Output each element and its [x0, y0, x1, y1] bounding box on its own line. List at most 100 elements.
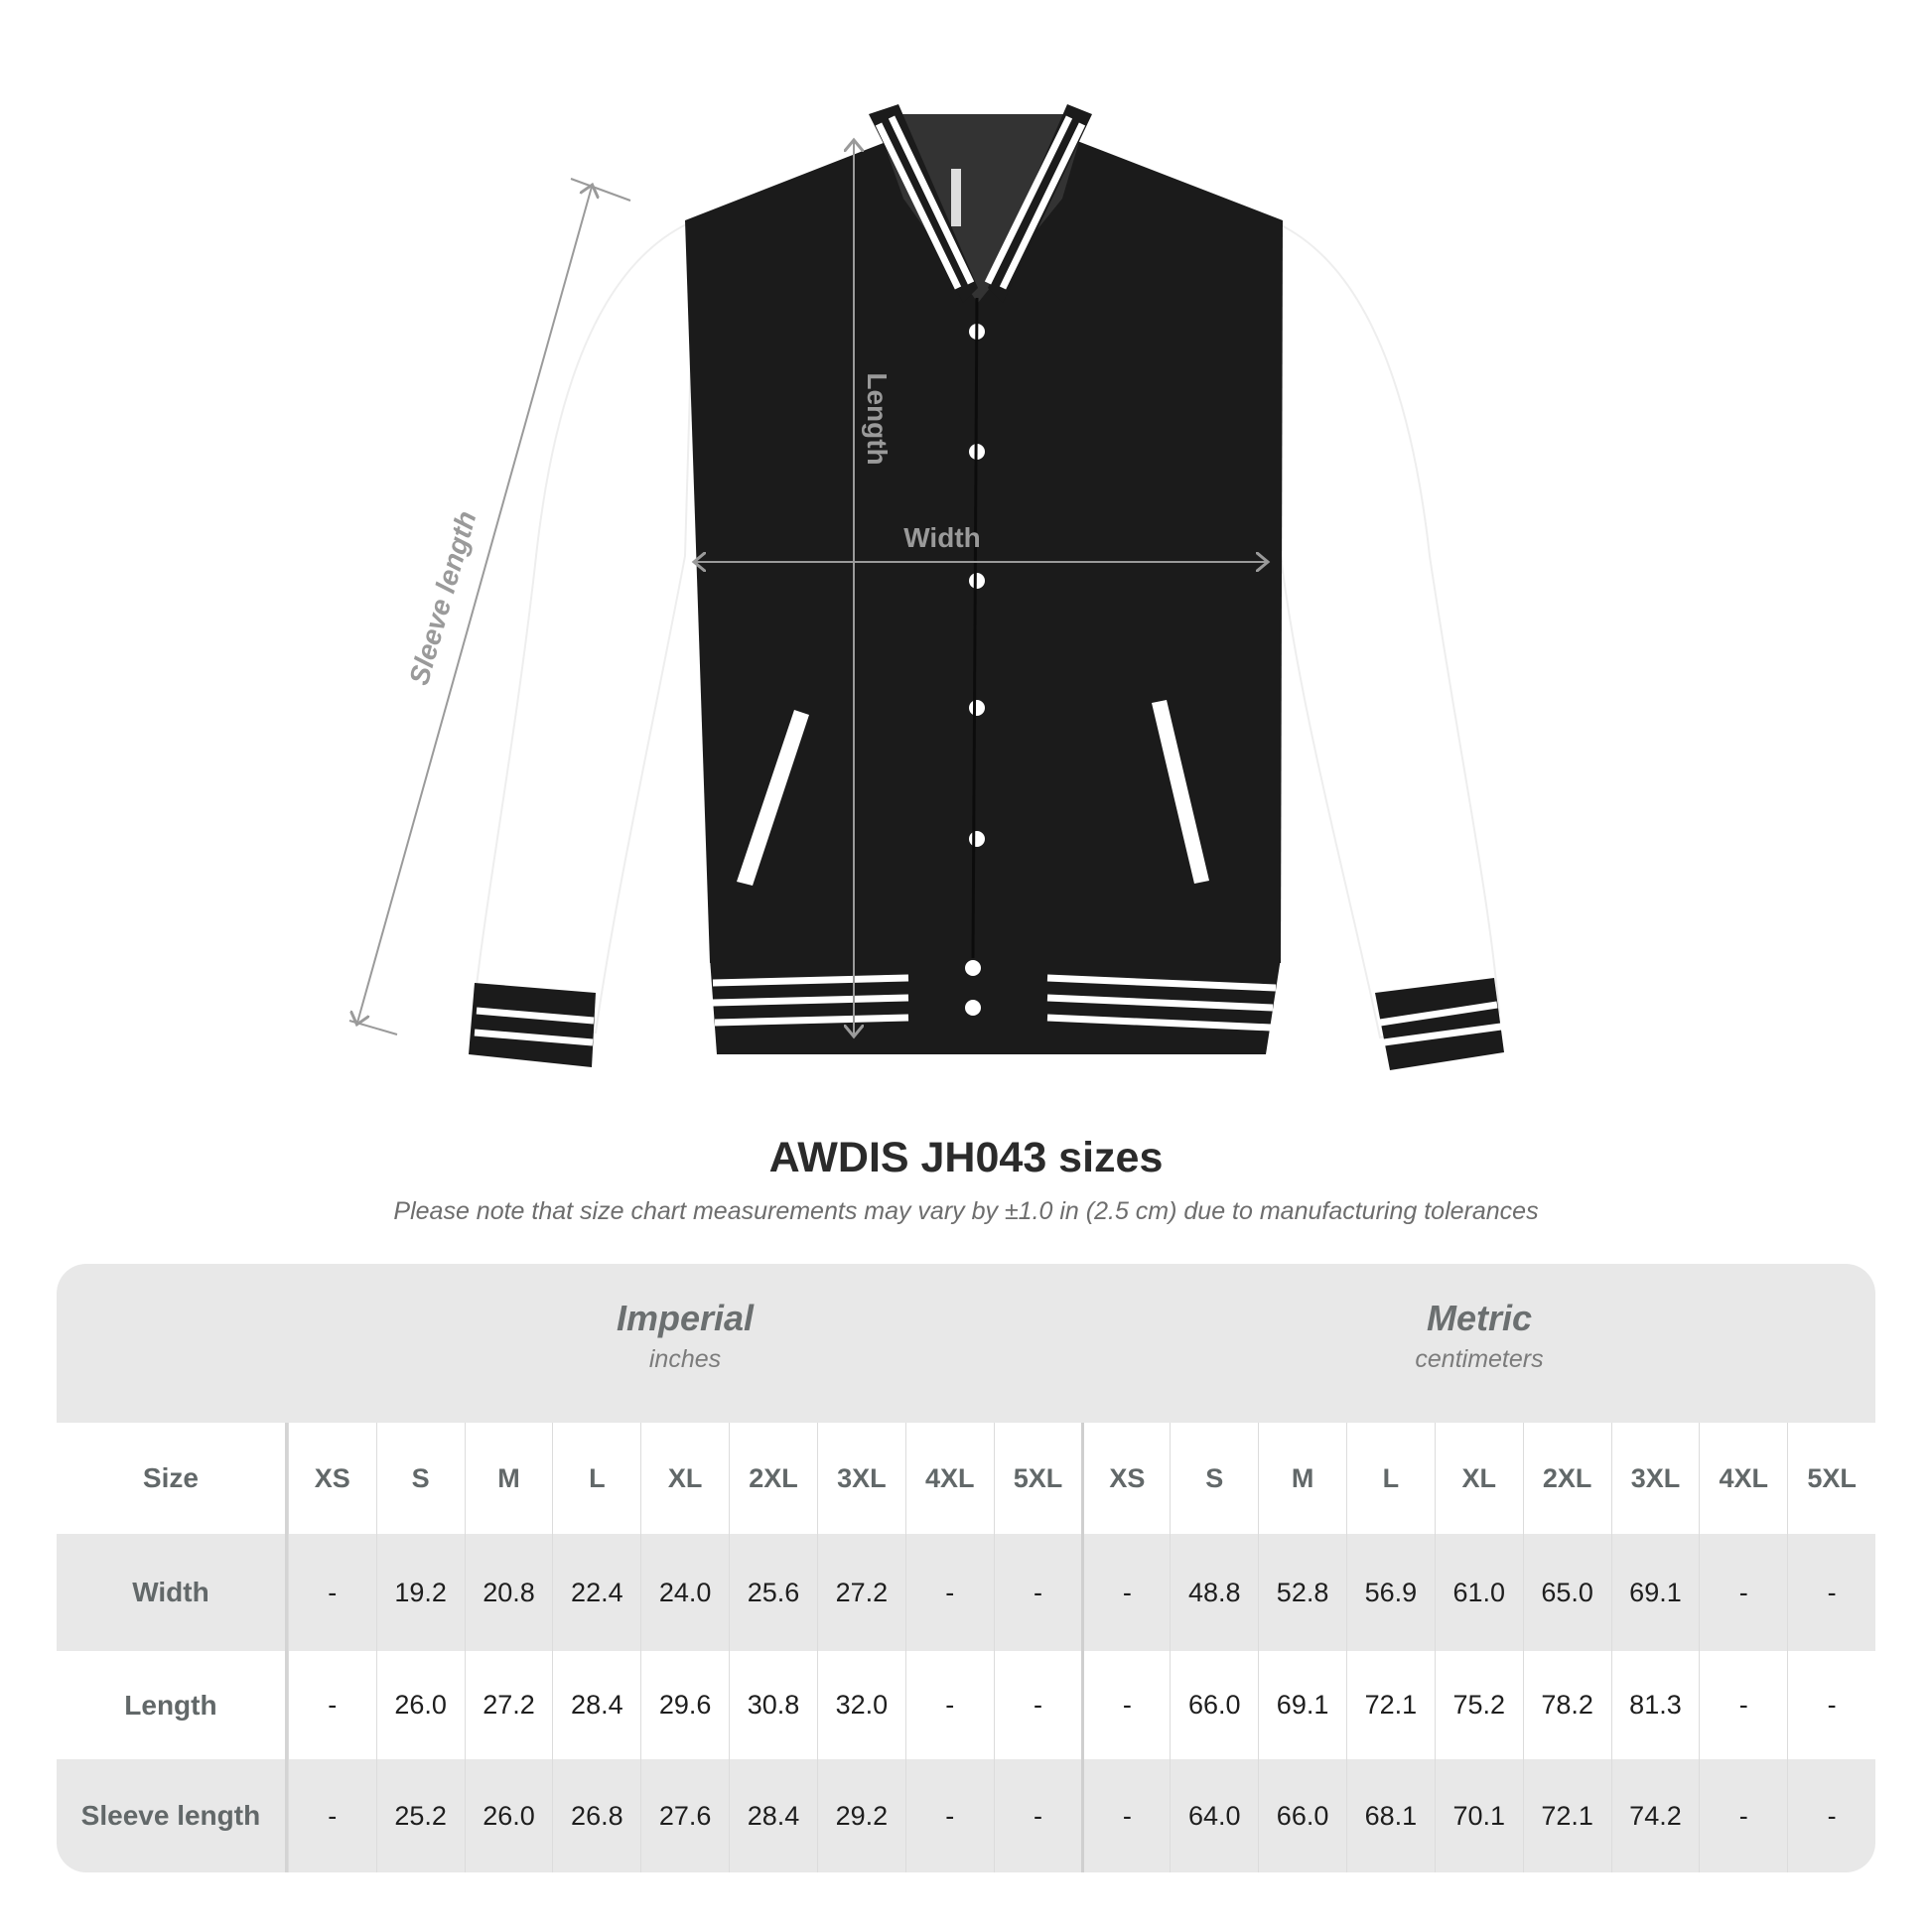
row-label: Width	[57, 1534, 288, 1651]
tolerance-note: Please note that size chart measurements…	[393, 1197, 1539, 1225]
table-row-sleeve-length: Sleeve length -25.2 26.0 26.8 27.6 28.4 29.2- -…	[57, 1759, 1875, 1872]
imperial-value-cell: 19.2	[375, 1534, 465, 1651]
imperial-value-cell: 29.2	[816, 1759, 905, 1872]
metric-value-cell: -	[1081, 1534, 1170, 1651]
table-row-length: Length -26.0 27.2 28.4 29.6 30.8 32.0- - -66.0 69…	[57, 1651, 1875, 1759]
metric-size-header: 2XL	[1522, 1423, 1611, 1534]
metric-size-header: 5XL	[1787, 1423, 1875, 1534]
metric-value-cell: 52.8	[1258, 1534, 1346, 1651]
metric-size-header: L	[1346, 1423, 1435, 1534]
imperial-value-cell: 26.0	[375, 1651, 465, 1759]
length-label: Length	[862, 372, 893, 465]
right-pocket	[1152, 700, 1209, 884]
imperial-value-cell: -	[904, 1651, 994, 1759]
row-label: Sleeve length	[57, 1759, 288, 1872]
metric-value-cell: 72.1	[1346, 1651, 1435, 1759]
metric-value-cell: 75.2	[1434, 1651, 1523, 1759]
imperial-size-header: L	[552, 1423, 640, 1534]
metric-value-cell: 66.0	[1170, 1651, 1258, 1759]
imperial-value-cell: 32.0	[816, 1651, 905, 1759]
metric-size-header: 3XL	[1610, 1423, 1700, 1534]
imperial-value-cell: 30.8	[729, 1651, 817, 1759]
metric-value-cell: 70.1	[1434, 1759, 1523, 1872]
width-label: Width	[903, 522, 981, 553]
size-table: Imperial inches Metric centimeters Size …	[57, 1264, 1875, 1872]
metric-value-cell: -	[1081, 1759, 1170, 1872]
imperial-value-cell: 27.6	[640, 1759, 729, 1872]
imperial-title: Imperial	[616, 1298, 755, 1338]
imperial-value-cell: -	[993, 1651, 1082, 1759]
imperial-size-header: M	[464, 1423, 553, 1534]
metric-value-cell: -	[1787, 1759, 1875, 1872]
imperial-size-header: 4XL	[904, 1423, 994, 1534]
metric-value-cell: 68.1	[1346, 1759, 1435, 1872]
metric-value-cell: 48.8	[1170, 1534, 1258, 1651]
size-label: Size	[57, 1423, 288, 1534]
imperial-unit: inches	[648, 1345, 722, 1373]
imperial-value-cell: -	[993, 1759, 1082, 1872]
imperial-value-cell: -	[904, 1759, 994, 1872]
imperial-value-cell: 27.2	[816, 1534, 905, 1651]
imperial-value-cell: 26.0	[464, 1759, 553, 1872]
left-cuff	[469, 983, 596, 1067]
metric-value-cell: -	[1787, 1651, 1875, 1759]
imperial-value-cell: 25.2	[375, 1759, 465, 1872]
imperial-value-cell: 28.4	[729, 1759, 817, 1872]
left-pocket	[737, 710, 809, 886]
imperial-header: Imperial inches	[288, 1264, 1082, 1423]
imperial-size-header: S	[375, 1423, 465, 1534]
table-row-width: Width -19.2 20.8 22.4 24.0 25.6 27.2- - -48.8 52.…	[57, 1534, 1875, 1651]
imperial-value-cell: 26.8	[552, 1759, 640, 1872]
metric-value-cell: 69.1	[1610, 1534, 1700, 1651]
metric-size-header: 4XL	[1699, 1423, 1787, 1534]
sleeve-length-label: Sleeve length	[403, 507, 483, 688]
metric-value-cell: 56.9	[1346, 1534, 1435, 1651]
imperial-value-cell: 22.4	[552, 1534, 640, 1651]
imperial-value-cell: 25.6	[729, 1534, 817, 1651]
imperial-value-cell: 24.0	[640, 1534, 729, 1651]
imperial-size-header: 5XL	[993, 1423, 1082, 1534]
imperial-value-cell: -	[287, 1651, 376, 1759]
sleeve-length-arrow	[357, 187, 592, 1023]
metric-value-cell: 72.1	[1522, 1759, 1611, 1872]
metric-value-cell: -	[1699, 1759, 1787, 1872]
metric-value-cell: 66.0	[1258, 1759, 1346, 1872]
hem-rib	[710, 958, 1281, 1054]
imperial-size-header: XL	[640, 1423, 729, 1534]
metric-value-cell: 74.2	[1610, 1759, 1700, 1872]
imperial-value-cell: -	[287, 1534, 376, 1651]
metric-value-cell: 61.0	[1434, 1534, 1523, 1651]
metric-value-cell: 78.2	[1522, 1651, 1611, 1759]
imperial-value-cell: 27.2	[464, 1651, 553, 1759]
right-sleeve	[1269, 218, 1501, 1039]
metric-size-header: XS	[1081, 1423, 1170, 1534]
row-label: Length	[57, 1651, 288, 1759]
imperial-value-cell: 29.6	[640, 1651, 729, 1759]
metric-value-cell: -	[1699, 1651, 1787, 1759]
metric-value-cell: 65.0	[1522, 1534, 1611, 1651]
jacket-body	[685, 139, 1283, 963]
metric-value-cell: -	[1081, 1651, 1170, 1759]
imperial-size-header: XS	[287, 1423, 376, 1534]
imperial-size-header: 3XL	[816, 1423, 905, 1534]
right-cuff	[1375, 978, 1504, 1070]
metric-value-cell: -	[1787, 1534, 1875, 1651]
chart-title: AWDIS JH043 sizes	[768, 1134, 1164, 1181]
metric-value-cell: 81.3	[1610, 1651, 1700, 1759]
system-header-band	[57, 1264, 1875, 1423]
imperial-value-cell: -	[287, 1759, 376, 1872]
imperial-value-cell: -	[993, 1534, 1082, 1651]
imperial-value-cell: -	[904, 1534, 994, 1651]
metric-title: Metric	[1426, 1298, 1533, 1338]
collar	[869, 104, 1092, 303]
imperial-value-cell: 28.4	[552, 1651, 640, 1759]
imperial-size-header: 2XL	[729, 1423, 817, 1534]
metric-value-cell: 69.1	[1258, 1651, 1346, 1759]
left-sleeve	[473, 218, 697, 1035]
metric-unit: centimeters	[1415, 1345, 1544, 1373]
size-header-row: Size XS S M L XL 2XL 3XL 4XL 5XL XS S M L XL 2XL 3XL 4XL…	[57, 1423, 1875, 1534]
metric-size-header: S	[1170, 1423, 1258, 1534]
metric-value-cell: 64.0	[1170, 1759, 1258, 1872]
jacket-diagram: Sleeve length Length Width	[0, 104, 1504, 1070]
metric-value-cell: -	[1699, 1534, 1787, 1651]
